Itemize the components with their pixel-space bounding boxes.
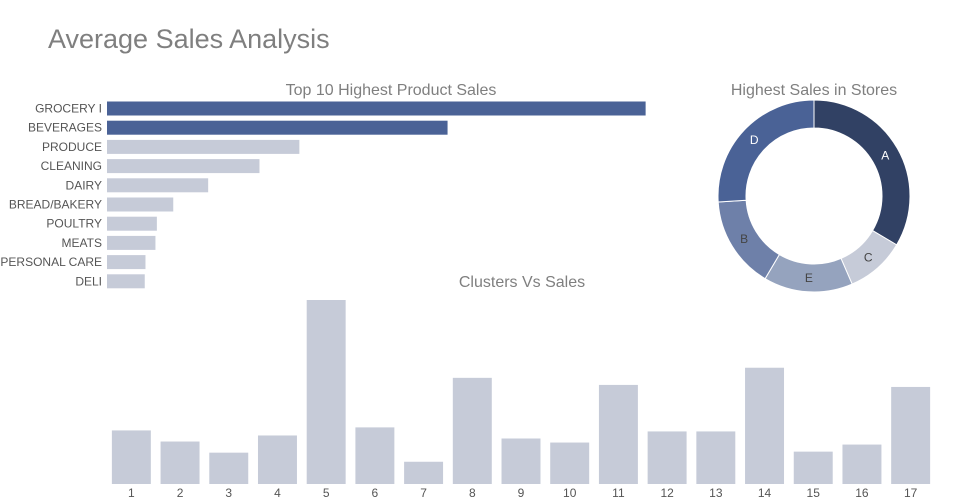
cluster-bar [452, 377, 492, 484]
cluster-tick-label: 1 [128, 486, 135, 500]
cluster-tick-label: 15 [807, 486, 821, 500]
cluster-tick-label: 9 [518, 486, 525, 500]
store-slice-label: C [864, 251, 873, 265]
cluster-tick-label: 14 [758, 486, 772, 500]
product-bar [107, 159, 260, 174]
store-slice [717, 199, 781, 280]
product-label: BEVERAGES [28, 121, 102, 135]
product-bar [107, 101, 646, 116]
product-bar [107, 139, 300, 154]
product-label: BREAD/BAKERY [9, 198, 102, 212]
cluster-tick-label: 5 [323, 486, 330, 500]
product-label: PERSONAL CARE [0, 255, 102, 269]
cluster-tick-label: 3 [225, 486, 232, 500]
cluster-bar [891, 386, 931, 484]
cluster-tick-label: 16 [855, 486, 869, 500]
store-slice-label: E [805, 271, 813, 285]
cluster-bar [647, 431, 687, 484]
product-sales-chart-title: Top 10 Highest Product Sales [286, 82, 497, 99]
cluster-tick-label: 12 [660, 486, 674, 500]
clusters-sales-chart-title: Clusters Vs Sales [459, 274, 585, 291]
cluster-bar [355, 427, 395, 484]
product-label: POULTRY [46, 217, 102, 231]
cluster-bar [160, 441, 200, 484]
cluster-bar [842, 444, 882, 484]
product-bar [107, 235, 156, 250]
clusters-sales-chart: Clusters Vs Sales 1 2 3 4 5 6 7 8 9 10 11 12 13 14 15 1… [111, 274, 931, 500]
cluster-tick-label: 8 [469, 486, 476, 500]
cluster-bar [598, 384, 638, 484]
cluster-bar [111, 430, 151, 484]
product-bar [107, 216, 157, 231]
product-bar [107, 274, 145, 289]
product-bar [107, 255, 146, 270]
product-label: PRODUCE [42, 140, 102, 154]
product-label: MEATS [62, 236, 102, 250]
store-slice [717, 99, 815, 203]
cluster-bar [550, 442, 590, 484]
product-label: DAIRY [66, 178, 102, 192]
cluster-tick-label: 11 [612, 486, 625, 500]
cluster-bar [306, 300, 346, 484]
store-slice-label: B [740, 232, 748, 246]
cluster-bar [209, 452, 249, 484]
cluster-bar [501, 438, 541, 484]
product-label: GROCERY I [35, 102, 102, 116]
product-bar [107, 120, 448, 135]
cluster-tick-label: 10 [563, 486, 577, 500]
product-sales-chart: Top 10 Highest Product Sales GROCERY I BE… [0, 82, 646, 289]
store-sales-chart-title: Highest Sales in Stores [731, 82, 897, 99]
cluster-bar [745, 367, 785, 484]
cluster-bar [793, 451, 833, 484]
cluster-bar [696, 431, 736, 484]
cluster-bar [404, 461, 444, 484]
product-label: CLEANING [41, 159, 102, 173]
store-sales-donut-chart: Highest Sales in Stores A C E B D [717, 82, 911, 293]
store-slice-label: A [881, 148, 889, 162]
page-title: Average Sales Analysis [48, 24, 330, 54]
product-bar [107, 178, 209, 193]
product-label: DELI [75, 274, 102, 288]
store-slice [813, 99, 911, 246]
product-bar [107, 197, 174, 212]
cluster-tick-label: 2 [177, 486, 184, 500]
cluster-bar [257, 435, 297, 484]
cluster-tick-label: 6 [372, 486, 379, 500]
cluster-tick-label: 4 [274, 486, 281, 500]
store-slice-label: D [750, 133, 759, 147]
cluster-tick-label: 17 [904, 486, 918, 500]
cluster-tick-label: 7 [420, 486, 427, 500]
cluster-tick-label: 13 [709, 486, 723, 500]
